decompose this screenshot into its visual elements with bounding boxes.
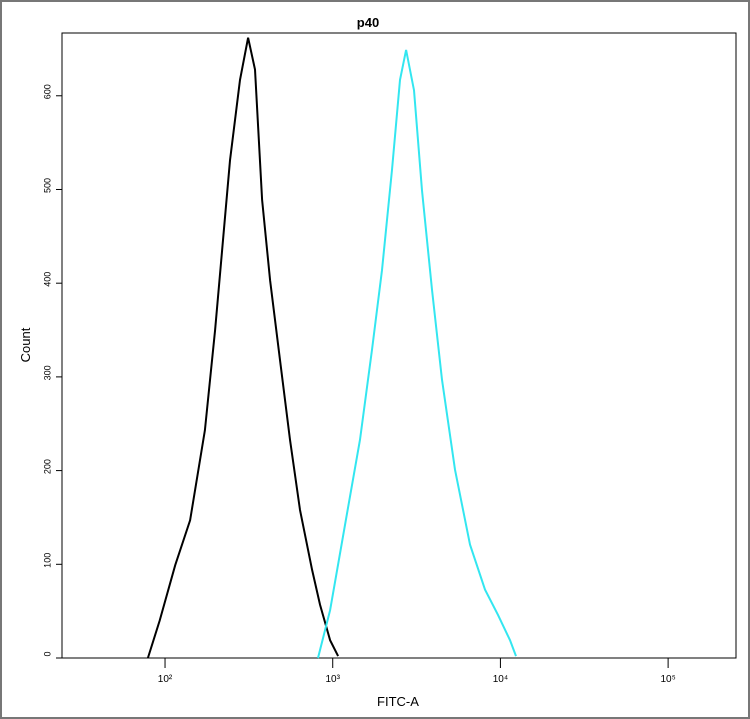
x-tick-label: 10⁵: [660, 674, 675, 685]
x-tick-label: 10⁴: [493, 674, 508, 685]
y-axis-label: Count: [18, 327, 33, 362]
y-tick-label: 500: [42, 178, 52, 193]
y-tick-label: 200: [42, 459, 52, 474]
y-tick-label: 100: [42, 553, 52, 568]
y-tick-label: 0: [42, 651, 52, 656]
histogram-line: [317, 49, 517, 659]
plot-area: [61, 32, 737, 659]
x-tick-label: 10²: [158, 674, 173, 685]
histogram-line: [146, 37, 339, 659]
y-tick-label: 300: [42, 365, 52, 380]
chart-title: p40: [357, 15, 379, 30]
x-tick-label: 10³: [325, 674, 340, 685]
y-tick-label: 600: [42, 84, 52, 99]
x-axis-label: FITC-A: [377, 694, 419, 709]
y-tick-label: 400: [42, 272, 52, 287]
